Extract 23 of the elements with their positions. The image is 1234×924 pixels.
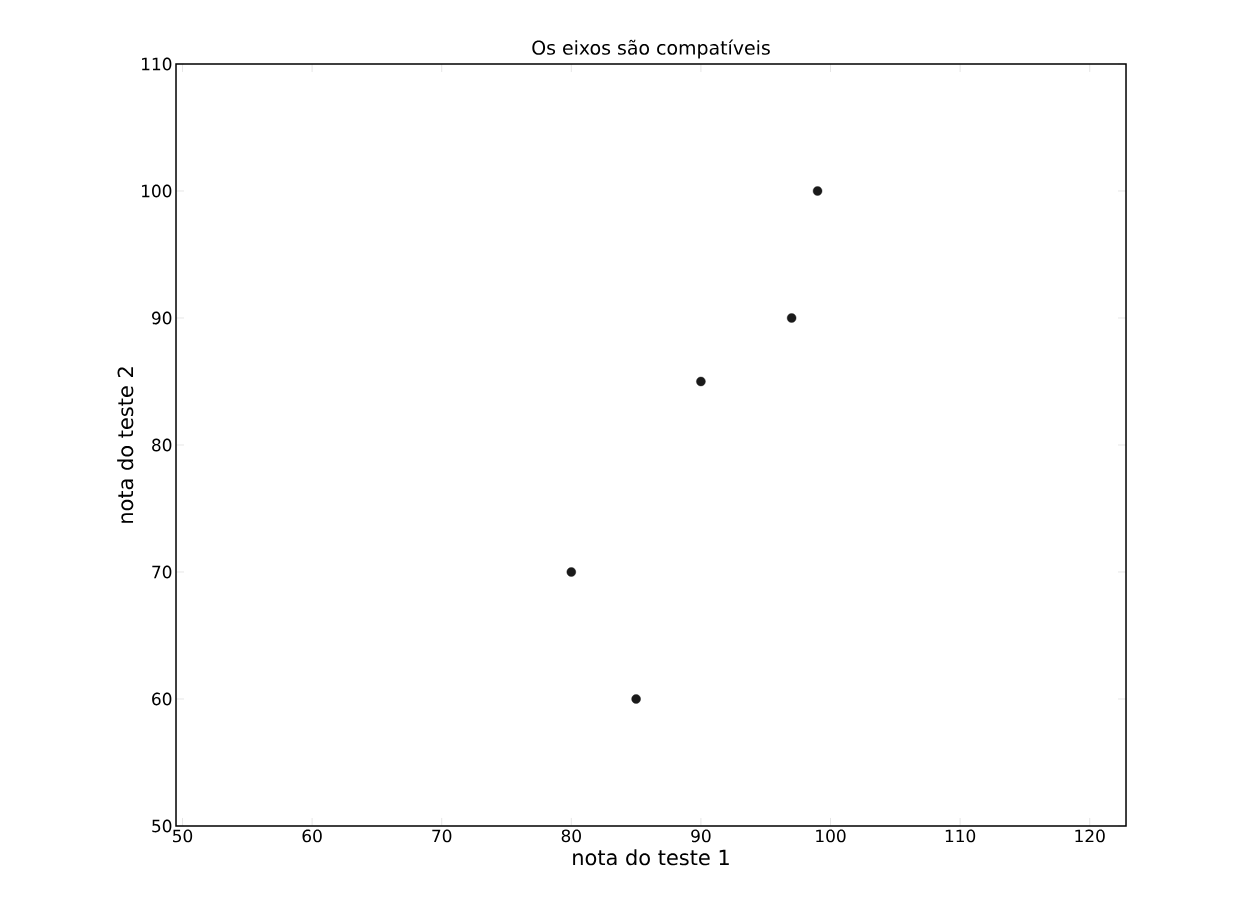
y-tick-label: 80	[152, 438, 172, 452]
point	[812, 186, 823, 196]
x-tick-label: 120	[1075, 829, 1105, 843]
point	[566, 567, 577, 577]
chart-title: Os eixos são compatíveis	[532, 39, 770, 59]
x-tick-label: 90	[691, 829, 711, 843]
y-tick-label: 60	[152, 692, 172, 706]
y-tick-label: 90	[152, 311, 172, 325]
x-tick-label: 50	[173, 829, 193, 843]
point	[631, 694, 641, 704]
x-tick-label: 100	[816, 829, 846, 843]
x-tick-label: 110	[945, 829, 976, 843]
y-tick-label: 70	[152, 565, 172, 579]
y-tick-label: 100	[142, 184, 172, 198]
x-axis-title: nota do teste 1	[573, 849, 729, 866]
x-tick-label: 70	[432, 829, 452, 843]
y-axis-title: nota do teste 2	[117, 367, 134, 523]
point	[786, 313, 797, 323]
point	[696, 376, 706, 387]
x-tick-label: 80	[561, 829, 581, 843]
y-tick-label: 110	[142, 57, 172, 71]
y-tick-label: 50	[152, 819, 172, 833]
x-tick-label: 60	[302, 829, 322, 843]
